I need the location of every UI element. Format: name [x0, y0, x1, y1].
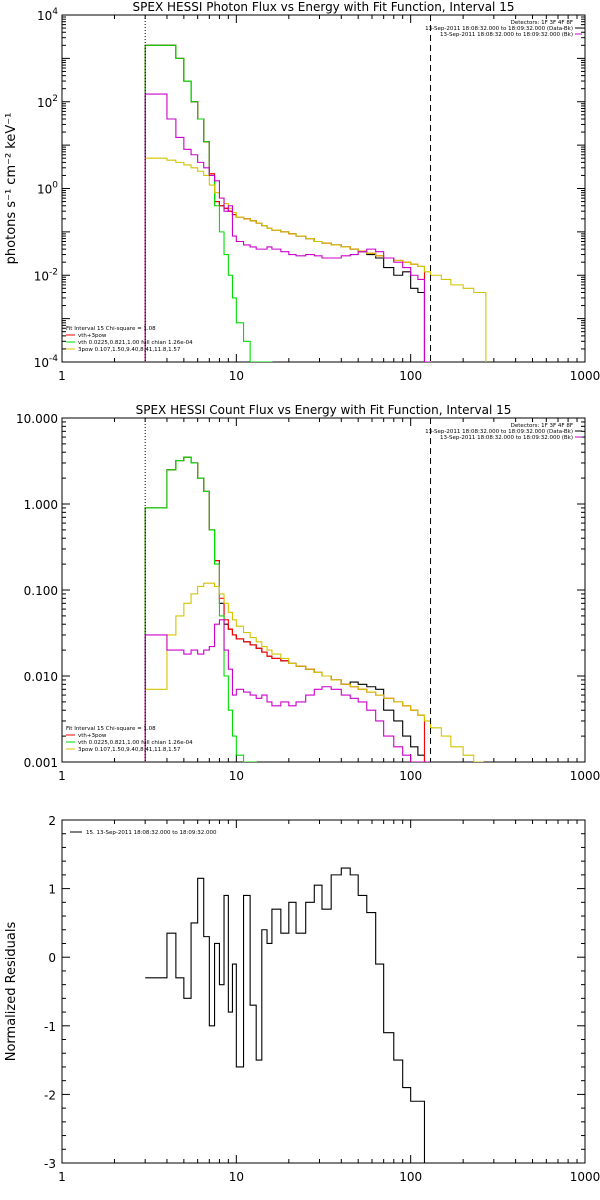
y-tick-label: 104: [37, 7, 58, 23]
legend-top-right-text: 13-Sep-2011 18:08:32.000 to 18:09:32.000…: [440, 435, 573, 441]
y-axis-label: photons s⁻¹ cm⁻² keV⁻¹: [4, 113, 19, 265]
legend-bottom-left-text: 3pow 0.107,1.50,9.40,8.41,11.8,1.57: [78, 747, 181, 753]
series-line-bk: [144, 619, 432, 762]
y-tick-label: 100: [37, 181, 58, 197]
y-tick-label: 1: [48, 883, 56, 897]
series-group: [144, 44, 487, 362]
legend-bottom-left-text: vth 0.0225,0.821,1.00 full chian 1.26e-0…: [78, 340, 193, 346]
y-tick-label: -2: [44, 1088, 56, 1102]
legend-top-right-text: Detectors: 1F 3F 4F 8F: [511, 20, 573, 26]
x-tick-label: 1000: [570, 369, 600, 383]
x-tick-label: 10: [229, 1170, 244, 1184]
legend-top-left-text: 15. 13-Sep-2011 18:08:32.000 to 18:09:32…: [86, 830, 217, 836]
series-line-vth-3pow: [144, 44, 432, 362]
x-tick-label: 1: [58, 769, 66, 783]
x-tick-label: 100: [399, 369, 422, 383]
x-tick-label: 1: [58, 1170, 66, 1184]
chart-title: SPEX HESSI Count Flux vs Energy with Fit…: [136, 403, 512, 417]
y-tick-label: -1: [44, 1020, 56, 1034]
x-tick-label: 10: [229, 369, 244, 383]
y-tick-label: 1.000: [24, 498, 58, 512]
series-line-bk: [144, 93, 432, 362]
y-tick-label: 10-4: [34, 354, 59, 370]
y-tick-label: 2: [48, 814, 56, 828]
x-tick-label: 1000: [570, 1170, 600, 1184]
y-axis-label: Normalized Residuals: [4, 922, 19, 1062]
series-line-data-bk: [144, 44, 432, 362]
y-tick-label: 0: [48, 951, 56, 965]
series-line-vth: [144, 456, 257, 762]
chart-panel-3: 1 10 100 1000 -3 -2 -1 0 1 2 Normalized Residuals 1…: [4, 814, 600, 1184]
series-group: [144, 456, 484, 762]
y-tick-label: 0.100: [24, 584, 58, 598]
x-tick-label: 1: [58, 369, 66, 383]
series-line-vth: [144, 44, 273, 362]
y-tick-label: 10-2: [34, 267, 58, 283]
series-line-3pow: [144, 582, 484, 762]
series-line-3pow: [144, 157, 487, 362]
plot-frame: [61, 819, 586, 1164]
legend-bottom-left-text: vth+3pow: [78, 333, 107, 339]
plot-frame: [61, 417, 586, 763]
series-line-vth-3pow: [144, 456, 432, 762]
x-tick-label: 1000: [570, 769, 600, 783]
y-tick-label: 0.001: [24, 756, 58, 770]
x-tick-label: 100: [399, 1170, 422, 1184]
legend-top-right-text: 13-Sep-2011 18:08:32.000 to 18:09:32.000…: [425, 26, 573, 32]
y-tick-label: 0.010: [24, 670, 58, 684]
x-tick-label: 100: [399, 769, 422, 783]
series-line-data-bk: [144, 456, 432, 762]
chart-panel-2: SPEX HESSI Count Flux vs Energy with Fit…: [16, 403, 600, 783]
series-group: [145, 867, 431, 1163]
legend-top-right-text: 13-Sep-2011 18:08:32.000 to 18:09:32.000…: [440, 32, 573, 38]
chart-title: SPEX HESSI Photon Flux vs Energy with Fi…: [133, 0, 515, 14]
legend-bottom-left-text: Fit Interval 15 Chi-square = 1.08: [66, 326, 156, 332]
x-tick-label: 10: [229, 769, 244, 783]
legend-bottom-left-text: 3pow 0.107,1.50,9.40,8.41,11.8,1.57: [78, 347, 181, 353]
legend-top-right-text: 13-Sep-2011 18:08:32.000 to 18:09:32.000…: [425, 429, 573, 435]
legend-bottom-left-text: vth+3pow: [78, 733, 107, 739]
y-tick-label: 102: [37, 94, 58, 110]
chart-panel-1: SPEX HESSI Photon Flux vs Energy with Fi…: [4, 0, 600, 383]
plot-frame: [61, 14, 586, 363]
y-tick-label: 10.000: [16, 412, 58, 426]
legend-bottom-left-text: Fit Interval 15 Chi-square = 1.08: [66, 726, 156, 732]
legend-bottom-left-text: vth 0.0225,0.821,1.00 full chian 1.26e-0…: [78, 740, 193, 746]
series-line-15-13-sep-2011-18-08-32-000-to-18-09-32-000: [145, 867, 431, 1163]
y-tick-label: -3: [44, 1157, 56, 1171]
legend-top-right-text: Detectors: 1F 3F 4F 8F: [511, 423, 573, 429]
